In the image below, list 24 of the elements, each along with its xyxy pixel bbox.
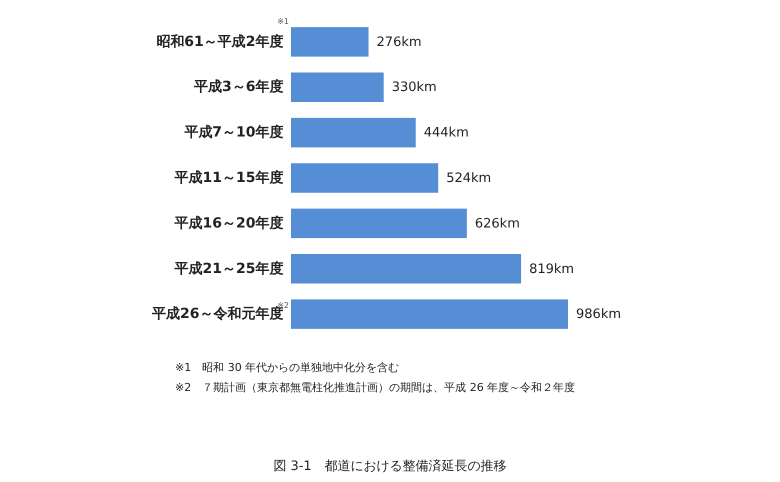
bar (291, 118, 416, 148)
y-tick-label: 平成3～6年度 (193, 78, 284, 96)
text: ※2 ７期計画（東京都無電柱化推進計画）の期間は、平成 26 年度～令和２年度 (175, 381, 576, 394)
y-tick-label: 平成21～25年度 (174, 260, 284, 277)
data-label: 444km (424, 126, 469, 141)
bar (291, 299, 568, 329)
bar (291, 27, 369, 57)
text: ※1 昭和 30 年代からの単独地中化分を含む (175, 361, 400, 374)
data-label: 626km (474, 216, 520, 232)
bar (291, 163, 438, 193)
y-tick-label: 平成7～10年度 (183, 124, 284, 141)
bar (291, 208, 467, 238)
data-label: 524km (446, 171, 492, 186)
data-label: 276km (376, 34, 422, 50)
y-tick-label: 平成11～15年度 (174, 169, 284, 186)
text: ※1 (277, 17, 289, 26)
data-label: 986km (576, 307, 622, 322)
text: 図 3-1 都道における整備済延長の推移 (273, 458, 507, 474)
data-label: 330km (392, 80, 437, 96)
y-tick-label: 昭和61～平成2年度 (156, 32, 284, 50)
bar (291, 72, 384, 102)
data-label: 819km (529, 262, 574, 277)
bar (291, 254, 522, 284)
y-tick-label: 平成16～20年度 (174, 214, 284, 232)
